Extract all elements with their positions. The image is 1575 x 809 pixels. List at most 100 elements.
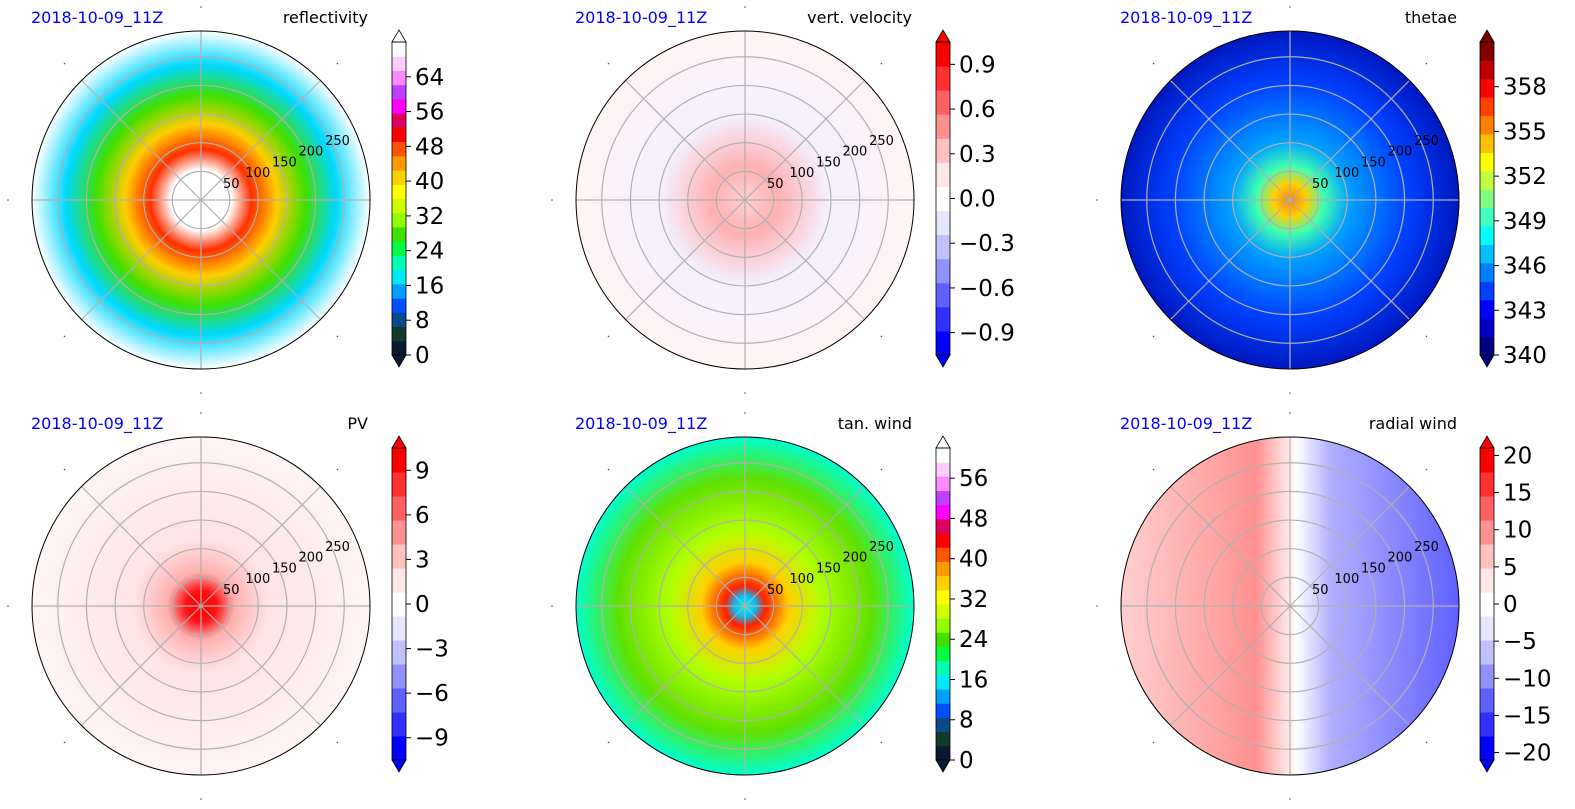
colorbar-segment bbox=[1480, 115, 1494, 135]
angle-tick bbox=[880, 741, 883, 744]
colorbar-segment bbox=[1480, 189, 1494, 209]
colorbar-tick-label: 0.0 bbox=[959, 187, 996, 213]
azimuth-line bbox=[1170, 199, 1291, 320]
colorbar-tick-label: 355 bbox=[1503, 119, 1547, 145]
colorbar-tick-label: 32 bbox=[415, 204, 444, 230]
colorbar-segment bbox=[1480, 60, 1494, 80]
colorbar-segment bbox=[392, 712, 406, 737]
colorbar-segment bbox=[936, 689, 950, 704]
ring-label: 150 bbox=[1361, 561, 1386, 576]
colorbar-segment bbox=[936, 330, 950, 356]
colorbar-segment bbox=[936, 504, 950, 520]
colorbar-extend-min bbox=[1479, 354, 1495, 368]
angle-tick bbox=[607, 335, 610, 338]
angle-tick bbox=[336, 335, 339, 338]
colorbar-tick-label: −5 bbox=[1503, 629, 1537, 655]
angle-tick bbox=[63, 741, 66, 744]
colorbar-segment bbox=[392, 42, 406, 57]
azimuth-line bbox=[1289, 486, 1410, 607]
colorbar-segment bbox=[392, 664, 406, 689]
colorbar-tick-label: 56 bbox=[415, 100, 444, 126]
colorbar-tick-label: 5 bbox=[1503, 555, 1518, 581]
ring-label: 150 bbox=[272, 155, 297, 170]
angle-tick bbox=[880, 468, 883, 471]
ring-label: 50 bbox=[1312, 583, 1329, 598]
colorbar-tick-label: 9 bbox=[415, 458, 430, 484]
ring-label: 250 bbox=[1414, 134, 1439, 149]
colorbar-tick-label: 0 bbox=[1503, 592, 1518, 618]
colorbar-segment bbox=[392, 340, 406, 356]
ring-label: 250 bbox=[869, 134, 894, 149]
polar-frame bbox=[31, 30, 371, 370]
colorbar-segment bbox=[392, 184, 406, 199]
colorbar-segment bbox=[392, 298, 406, 313]
ring-label: 200 bbox=[843, 551, 868, 566]
colorbar-segment bbox=[1480, 664, 1494, 689]
colorbar-segment bbox=[936, 490, 950, 506]
colorbar-tick-label: −6 bbox=[415, 681, 449, 707]
colorbar-segment bbox=[392, 255, 406, 271]
colorbar-segment bbox=[1480, 568, 1494, 593]
ring-label: 150 bbox=[816, 155, 841, 170]
ring-label: 100 bbox=[1334, 166, 1359, 181]
angle-tick bbox=[1425, 741, 1428, 744]
ring-label: 50 bbox=[223, 177, 240, 192]
colorbar-extend-min bbox=[391, 354, 407, 368]
colorbar-segment bbox=[1480, 78, 1494, 98]
colorbar-segment bbox=[936, 604, 950, 619]
angle-tick bbox=[336, 468, 339, 471]
colorbar-segment bbox=[936, 138, 950, 163]
colorbar-segment bbox=[1480, 336, 1494, 356]
colorbar-segment bbox=[1480, 299, 1494, 319]
colorbar-segment bbox=[392, 127, 406, 143]
angle-tick bbox=[744, 798, 746, 800]
colorbar-segment bbox=[936, 186, 950, 212]
angle-tick bbox=[1289, 392, 1291, 394]
colorbar-tick-label: 349 bbox=[1503, 209, 1547, 235]
colorbar-segment bbox=[392, 312, 406, 328]
azimuth-line bbox=[81, 605, 202, 726]
colorbar-segment bbox=[936, 42, 950, 67]
colorbar-frame bbox=[935, 447, 951, 761]
panel-title: thetae bbox=[1405, 8, 1457, 27]
colorbar-tick-label: 0 bbox=[415, 592, 430, 618]
azimuth-line bbox=[200, 80, 321, 201]
colorbar-tick-label: 64 bbox=[415, 65, 444, 91]
colorbar-segment bbox=[1480, 640, 1494, 665]
angle-tick bbox=[1425, 335, 1428, 338]
azimuth-line bbox=[81, 80, 202, 201]
colorbar-tick-label: 8 bbox=[415, 308, 430, 334]
colorbar-tick-label: 32 bbox=[959, 587, 988, 613]
colorbar-segment bbox=[392, 141, 406, 157]
ring-label: 150 bbox=[1361, 155, 1386, 170]
ring-label: 250 bbox=[1414, 540, 1439, 555]
ring-label: 50 bbox=[1312, 177, 1329, 192]
angle-tick bbox=[1425, 62, 1428, 65]
colorbar: −20 −15 −10 −5 0 5 10 15 20 bbox=[1479, 435, 1552, 773]
angle-tick bbox=[880, 335, 883, 338]
colorbar-segment bbox=[392, 616, 406, 641]
colorbar-segment bbox=[392, 113, 406, 128]
azimuth-line bbox=[625, 605, 746, 726]
colorbar: 0 8 16 24 32 40 48 56 bbox=[935, 435, 988, 774]
colorbar-segment bbox=[1480, 544, 1494, 569]
colorbar-segment bbox=[936, 66, 950, 91]
time-label: 2018-10-09_11Z bbox=[1120, 414, 1252, 434]
colorbar-segment bbox=[936, 258, 950, 284]
colorbar-segment bbox=[392, 84, 406, 100]
colorbar-segment bbox=[1480, 244, 1494, 264]
colorbar-segment bbox=[1480, 97, 1494, 117]
colorbar-segment bbox=[936, 731, 950, 747]
angle-tick bbox=[1289, 6, 1291, 8]
colorbar-tick-label: 24 bbox=[415, 239, 444, 265]
colorbar-tick-label: 0.6 bbox=[959, 97, 996, 123]
time-label: 2018-10-09_11Z bbox=[575, 8, 707, 28]
colorbar-extend-max bbox=[935, 435, 951, 449]
colorbar-segment bbox=[936, 618, 950, 633]
colorbar-tick-label: 16 bbox=[415, 273, 444, 299]
colorbar-segment bbox=[392, 592, 406, 617]
ring-label: 200 bbox=[1388, 551, 1413, 566]
colorbar-tick-label: 340 bbox=[1503, 343, 1547, 369]
